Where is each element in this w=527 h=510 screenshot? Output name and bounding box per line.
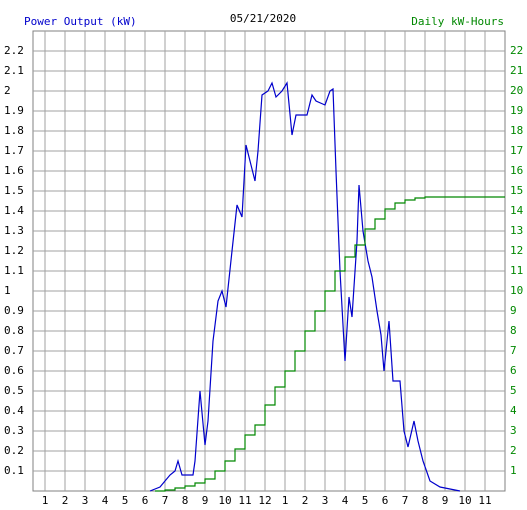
y2-tick-label: 13: [510, 224, 523, 237]
y2-tick-label: 21: [510, 64, 523, 77]
y-tick-label: 1.9: [4, 104, 24, 117]
x-tick-label: 3: [322, 494, 329, 507]
y2-tick-label: 16: [510, 164, 523, 177]
y-tick-label: 0.2: [4, 444, 24, 457]
y-tick-label: 0.3: [4, 424, 24, 437]
y2-tick-label: 4: [510, 404, 517, 417]
x-tick-label: 8: [182, 494, 189, 507]
y2-tick-label: 7: [510, 344, 517, 357]
x-tick-label: 1: [42, 494, 49, 507]
y-tick-label: 0.4: [4, 404, 24, 417]
y-tick-label: 1.3: [4, 224, 24, 237]
y-tick-label: 1.1: [4, 264, 24, 277]
plot-area: [32, 30, 506, 492]
y2-tick-label: 18: [510, 124, 523, 137]
left-axis-label: Power Output (kW): [24, 15, 137, 28]
x-tick-label: 9: [202, 494, 209, 507]
y2-tick-label: 12: [510, 244, 523, 257]
x-tick-label: 4: [102, 494, 109, 507]
x-tick-label: 6: [142, 494, 149, 507]
y2-tick-label: 19: [510, 104, 523, 117]
y-tick-label: 1.8: [4, 124, 24, 137]
y2-tick-label: 6: [510, 364, 517, 377]
series-line: [155, 196, 505, 492]
x-tick-label: 8: [422, 494, 429, 507]
x-tick-label: 7: [162, 494, 169, 507]
x-tick-label: 6: [382, 494, 389, 507]
x-tick-label: 11: [478, 494, 491, 507]
x-tick-label: 5: [122, 494, 129, 507]
x-tick-label: 5: [362, 494, 369, 507]
y2-tick-label: 11: [510, 264, 523, 277]
x-tick-label: 2: [302, 494, 309, 507]
x-tick-label: 12: [258, 494, 271, 507]
y2-tick-label: 14: [510, 204, 524, 217]
x-tick-label: 11: [238, 494, 251, 507]
y-tick-label: 1.7: [4, 144, 24, 157]
y2-tick-label: 15: [510, 184, 523, 197]
x-tick-label: 3: [82, 494, 89, 507]
y-tick-label: 0.6: [4, 364, 24, 377]
x-tick-label: 1: [282, 494, 289, 507]
y-tick-label: 2: [4, 84, 11, 97]
y-tick-label: 2.2: [4, 44, 24, 57]
y-tick-label: 1.5: [4, 184, 24, 197]
y2-tick-label: 17: [510, 144, 523, 157]
x-tick-label: 10: [218, 494, 231, 507]
chart-title: 05/21/2020: [230, 12, 296, 25]
y2-tick-label: 2: [510, 444, 517, 457]
y2-tick-label: 3: [510, 424, 517, 437]
y-tick-label: 2.1: [4, 64, 24, 77]
y-tick-label: 0.7: [4, 344, 24, 357]
y-tick-label: 0.5: [4, 384, 24, 397]
y2-tick-label: 8: [510, 324, 517, 337]
y2-tick-label: 10: [510, 284, 523, 297]
y-tick-label: 1.4: [4, 204, 24, 217]
y-tick-label: 0.9: [4, 304, 24, 317]
y-tick-label: 0.1: [4, 464, 24, 477]
y2-tick-label: 5: [510, 384, 517, 397]
series-line: [149, 81, 461, 492]
y-tick-label: 1.6: [4, 164, 24, 177]
y2-tick-label: 1: [510, 464, 517, 477]
right-axis-label: Daily kW-Hours: [411, 15, 504, 28]
x-tick-label: 4: [342, 494, 349, 507]
x-tick-label: 9: [442, 494, 449, 507]
y-tick-label: 0.8: [4, 324, 24, 337]
x-tick-label: 2: [62, 494, 69, 507]
y-tick-label: 1: [4, 284, 11, 297]
x-tick-label: 7: [402, 494, 409, 507]
y2-tick-label: 22: [510, 44, 523, 57]
y-tick-label: 1.2: [4, 244, 24, 257]
y2-tick-label: 20: [510, 84, 523, 97]
x-tick-label: 10: [458, 494, 471, 507]
y2-tick-label: 9: [510, 304, 517, 317]
